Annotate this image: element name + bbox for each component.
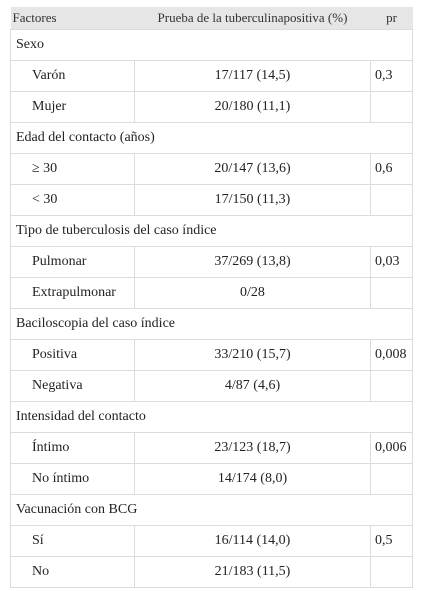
row-p-value: 0,3 [370, 59, 413, 92]
table-row: No 21/183 (11,5) [10, 555, 413, 588]
table-row: Negativa 4/87 (4,6) [10, 369, 413, 402]
section-title: Baciloscopia del caso índice [10, 307, 413, 340]
results-table: Factores Prueba de la tuberculinapositiv… [10, 7, 413, 588]
row-label: < 30 [10, 183, 135, 216]
section-title: Intensidad del contacto [10, 400, 413, 433]
row-value: 23/123 (18,7) [134, 431, 371, 464]
section-row: Vacunación con BCG [10, 493, 413, 526]
table-row: < 30 17/150 (11,3) [10, 183, 413, 216]
row-value: 20/147 (13,6) [134, 152, 371, 185]
row-p-value [370, 90, 413, 123]
row-value: 0/28 [134, 276, 371, 309]
row-p-value [370, 555, 413, 588]
row-p-value: 0,006 [370, 431, 413, 464]
header-factor: Factores [12, 9, 57, 25]
table-row: Íntimo 23/123 (18,7) 0,006 [10, 431, 413, 464]
row-p-value [370, 183, 413, 216]
section-row: Tipo de tuberculosis del caso índice [10, 214, 413, 247]
row-label: Íntimo [10, 431, 135, 464]
section-row: Edad del contacto (años) [10, 121, 413, 154]
row-label: No íntimo [10, 462, 135, 495]
row-p-value: 0,008 [370, 338, 413, 371]
row-value: 14/174 (8,0) [134, 462, 371, 495]
section-title: Sexo [10, 28, 413, 61]
table-row: ≥ 30 20/147 (13,6) 0,6 [10, 152, 413, 185]
results-table-container: Factores Prueba de la tuberculinapositiv… [10, 7, 413, 588]
row-value: 4/87 (4,6) [134, 369, 371, 402]
section-title: Tipo de tuberculosis del caso índice [10, 214, 413, 247]
row-value: 17/150 (11,3) [134, 183, 371, 216]
table-row: Positiva 33/210 (15,7) 0,008 [10, 338, 413, 371]
table-body: Sexo Varón 17/117 (14,5) 0,3 Mujer 20/180 (11… [10, 28, 413, 588]
table-row: Varón 17/117 (14,5) 0,3 [10, 59, 413, 92]
row-label: Pulmonar [10, 245, 135, 278]
row-label: Extrapulmonar [10, 276, 135, 309]
row-value: 20/180 (11,1) [134, 90, 371, 123]
row-label: Mujer [10, 90, 135, 123]
row-p-value [370, 276, 413, 309]
table-row: Sí 16/114 (14,0) 0,5 [10, 524, 413, 557]
section-row: Intensidad del contacto [10, 400, 413, 433]
row-p-value: 0,5 [370, 524, 413, 557]
section-row: Baciloscopia del caso índice [10, 307, 413, 340]
header-p: pr [386, 9, 397, 25]
row-label: Negativa [10, 369, 135, 402]
row-label: No [10, 555, 135, 588]
row-value: 21/183 (11,5) [134, 555, 371, 588]
row-label: Varón [10, 59, 135, 92]
row-label: ≥ 30 [10, 152, 135, 185]
row-p-value [370, 369, 413, 402]
section-title: Vacunación con BCG [10, 493, 413, 526]
row-value: 17/117 (14,5) [134, 59, 371, 92]
row-value: 37/269 (13,8) [134, 245, 371, 278]
row-p-value: 0,6 [370, 152, 413, 185]
row-value: 33/210 (15,7) [134, 338, 371, 371]
row-label: Sí [10, 524, 135, 557]
header-row: Factores Prueba de la tuberculinapositiv… [10, 7, 413, 29]
row-label: Positiva [10, 338, 135, 371]
row-p-value: 0,03 [370, 245, 413, 278]
section-row: Sexo [10, 28, 413, 61]
table-row: Mujer 20/180 (11,1) [10, 90, 413, 123]
table-row: Extrapulmonar 0/28 [10, 276, 413, 309]
section-title: Edad del contacto (años) [10, 121, 413, 154]
row-value: 16/114 (14,0) [134, 524, 371, 557]
table-row: No íntimo 14/174 (8,0) [10, 462, 413, 495]
row-p-value [370, 462, 413, 495]
table-row: Pulmonar 37/269 (13,8) 0,03 [10, 245, 413, 278]
header-test: Prueba de la tuberculinapositiva (%) [157, 9, 348, 25]
